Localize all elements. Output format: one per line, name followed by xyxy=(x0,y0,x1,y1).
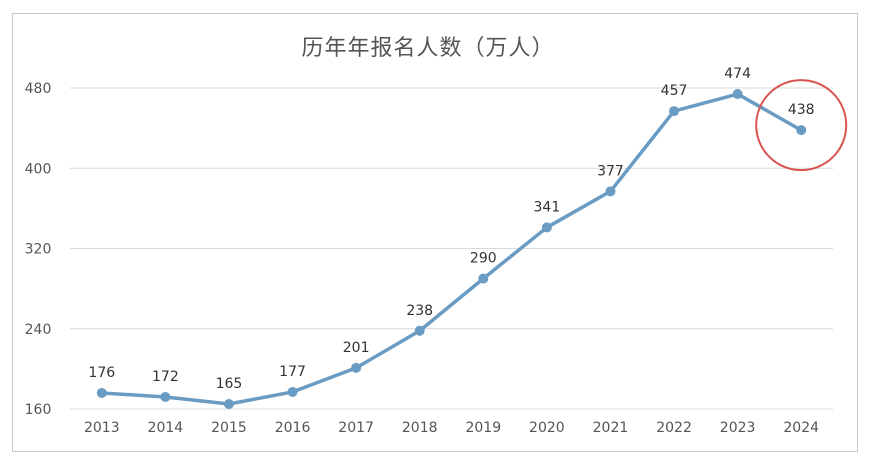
data-point xyxy=(669,106,680,117)
chart-title: 历年年报名人数（万人） xyxy=(301,36,555,61)
x-tick-label: 2015 xyxy=(211,420,247,436)
data-label: 457 xyxy=(661,83,688,99)
data-point xyxy=(287,386,298,397)
data-label: 377 xyxy=(597,163,624,179)
x-tick-label: 2020 xyxy=(529,420,565,436)
data-label: 438 xyxy=(788,102,815,118)
x-tick-label: 2019 xyxy=(465,420,501,436)
chart-frame xyxy=(12,13,858,452)
data-point xyxy=(96,387,107,398)
data-label: 238 xyxy=(406,303,433,319)
data-point xyxy=(796,125,807,136)
x-tick-label: 2014 xyxy=(148,420,184,436)
data-point xyxy=(478,273,489,284)
highlight-circle xyxy=(755,79,848,172)
series-line xyxy=(100,92,803,406)
data-label: 201 xyxy=(343,340,370,356)
x-tick-label: 2016 xyxy=(275,420,311,436)
y-tick-label: 480 xyxy=(25,81,52,97)
x-tick-label: 2021 xyxy=(593,420,629,436)
data-label: 165 xyxy=(216,376,243,392)
x-tick-label: 2017 xyxy=(338,420,374,436)
x-tick-label: 2018 xyxy=(402,420,438,436)
data-label: 176 xyxy=(88,365,115,381)
y-tick-label: 160 xyxy=(25,402,52,418)
data-point xyxy=(351,362,362,373)
data-label: 177 xyxy=(279,364,306,380)
y-tick-label: 240 xyxy=(25,322,52,338)
data-point xyxy=(223,398,234,409)
data-point xyxy=(605,186,616,197)
data-point xyxy=(732,89,743,100)
data-label: 172 xyxy=(152,369,179,385)
data-label: 474 xyxy=(724,66,751,82)
x-tick-label: 2013 xyxy=(84,420,120,436)
data-label: 341 xyxy=(534,199,561,215)
data-label: 290 xyxy=(470,251,497,267)
y-tick-label: 400 xyxy=(25,161,52,177)
y-tick-label: 320 xyxy=(25,242,52,258)
x-tick-label: 2024 xyxy=(783,420,819,436)
x-tick-label: 2023 xyxy=(720,420,756,436)
data-point xyxy=(541,222,552,233)
x-tick-label: 2022 xyxy=(656,420,692,436)
data-point xyxy=(160,391,171,402)
data-point xyxy=(414,325,425,336)
